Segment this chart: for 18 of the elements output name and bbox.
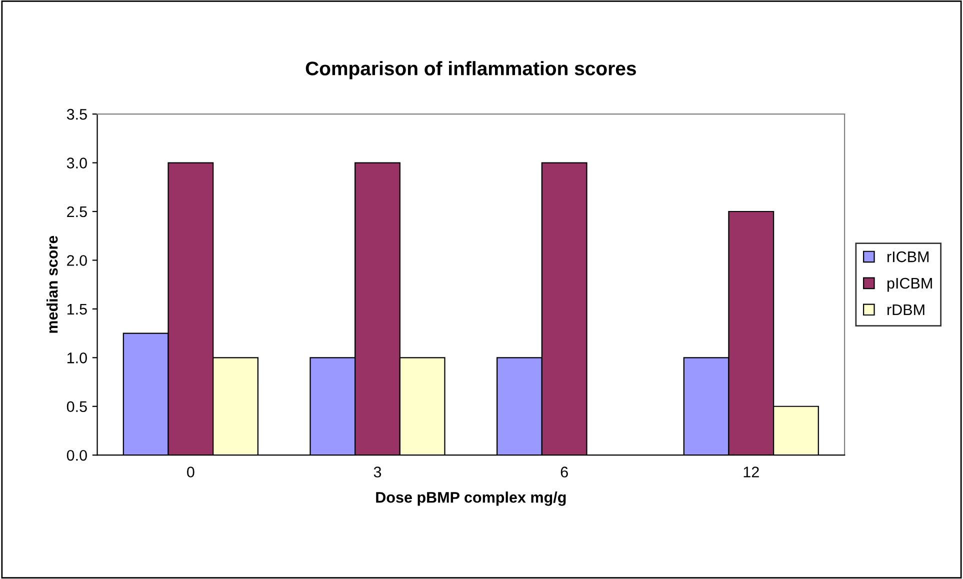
y-tick-label: 1.5 bbox=[67, 304, 87, 315]
y-tick-label: 3.5 bbox=[66, 108, 87, 120]
x-tick-label: 0 bbox=[187, 466, 194, 478]
x-tick-label: 6 bbox=[560, 466, 568, 478]
y-axis-title: median score bbox=[46, 236, 58, 333]
legend-label: rICBM bbox=[887, 251, 929, 262]
chart-title: Comparison of inflammation scores bbox=[306, 61, 636, 80]
y-tick-label: 3.0 bbox=[66, 158, 87, 168]
legend-label: rDBM bbox=[887, 304, 924, 315]
x-axis-title: Dose pBMP complex mg/g bbox=[376, 492, 566, 506]
y-tick-label: 0.5 bbox=[66, 401, 87, 412]
y-tick-label: 1.0 bbox=[67, 352, 87, 364]
y-tick-label: 2.0 bbox=[67, 255, 87, 266]
x-tick-label: 12 bbox=[744, 466, 759, 478]
y-tick-label: 2.5 bbox=[67, 206, 87, 218]
y-tick-label: 0.0 bbox=[66, 450, 87, 461]
x-tick-label: 3 bbox=[374, 466, 382, 478]
legend-label: pICBM bbox=[887, 278, 932, 292]
